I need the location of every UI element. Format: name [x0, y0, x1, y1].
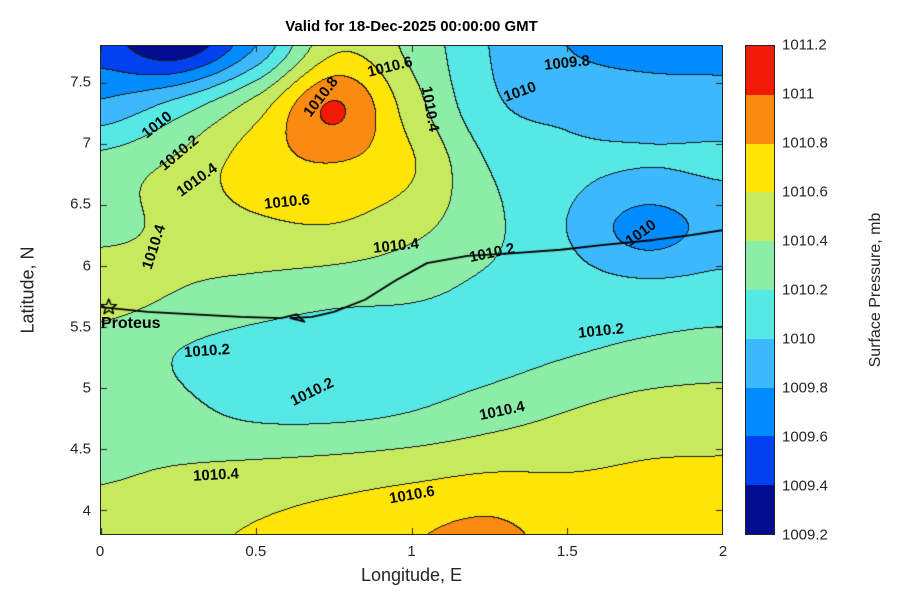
- colorbar-band: [746, 290, 774, 339]
- x-tick-label: 0: [95, 543, 105, 560]
- colorbar-band: [746, 387, 774, 437]
- colorbar-title: Surface Pressure, mb: [867, 212, 884, 368]
- colorbar-band: [746, 192, 774, 242]
- colorbar-tick-label: 1009.4: [782, 477, 828, 495]
- colorbar-band: [746, 143, 774, 193]
- y-tick-label: 6.5: [70, 195, 91, 213]
- y-tick-label: 6: [82, 257, 91, 274]
- x-tick-label: 1.5: [556, 543, 578, 560]
- colorbar-tick-label: 1010.2: [782, 281, 828, 299]
- colorbar-band: [746, 338, 774, 388]
- colorbar-tick-label: 1010.6: [782, 183, 828, 201]
- x-tick-label: 0.5: [245, 543, 267, 560]
- colorbar-tick-label: 1011: [782, 85, 815, 103]
- y-tick-label: 7.5: [70, 73, 91, 91]
- colorbar-tick-label: 1010.4: [782, 232, 828, 250]
- colorbar-tick-label: 1010.8: [782, 134, 828, 152]
- colorbar-tick-label: 1011.2: [782, 36, 827, 54]
- contour-plot: 1010 1010.2 1010.4 1010.4 1010.6 1010.8 1010.6…: [100, 45, 723, 535]
- y-axis-title: Latitude, N: [17, 246, 38, 334]
- y-tick-label: 4: [82, 502, 91, 519]
- colorbar: [745, 45, 775, 535]
- x-axis-title: Longitude, E: [360, 565, 463, 585]
- colorbar-tick-label: 1010: [782, 330, 816, 348]
- colorbar-tick-label: 1009.8: [782, 379, 828, 397]
- y-tick-label: 4.5: [70, 440, 91, 458]
- plot-title: Valid for 18-Dec-2025 00:00:00 GMT: [285, 18, 538, 35]
- y-tick-label: 7: [82, 134, 91, 152]
- y-tick-label: 5: [82, 379, 91, 397]
- colorbar-band: [746, 94, 774, 144]
- colorbar-band: [746, 241, 774, 290]
- x-tick-label: 1: [407, 543, 416, 560]
- colorbar-tick-label: 1009.6: [782, 428, 828, 446]
- colorbar-tick-label: 1009.2: [782, 526, 828, 544]
- colorbar-band: [746, 436, 774, 486]
- y-tick-label: 5.5: [70, 318, 91, 336]
- x-tick-label: 2: [718, 543, 728, 560]
- colorbar-band: [746, 485, 774, 534]
- colorbar-band: [746, 46, 774, 95]
- marker-label: Proteus: [101, 315, 161, 333]
- contour-canvas: [101, 46, 722, 534]
